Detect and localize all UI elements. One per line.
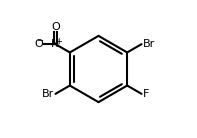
Text: O: O [51, 22, 60, 32]
Text: Br: Br [143, 39, 155, 49]
Text: Br: Br [42, 89, 54, 99]
Text: O: O [34, 39, 43, 49]
Text: −: − [36, 37, 43, 46]
Text: +: + [55, 37, 62, 46]
Text: F: F [143, 89, 149, 99]
Text: N: N [51, 39, 60, 49]
